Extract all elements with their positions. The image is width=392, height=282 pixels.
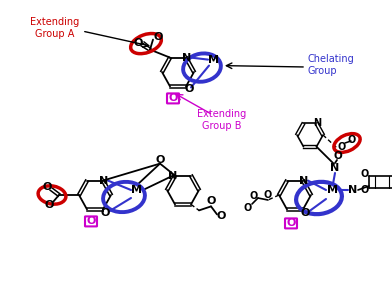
Text: O: O bbox=[334, 151, 342, 161]
Text: O: O bbox=[133, 38, 143, 48]
Text: M: M bbox=[209, 55, 220, 65]
Text: O: O bbox=[100, 208, 110, 218]
Text: O: O bbox=[348, 135, 356, 145]
Text: O: O bbox=[42, 182, 52, 192]
Text: O: O bbox=[361, 185, 369, 195]
Text: O: O bbox=[361, 169, 369, 179]
Text: N: N bbox=[348, 185, 358, 195]
Text: O: O bbox=[286, 218, 296, 228]
Text: O: O bbox=[216, 212, 226, 221]
Text: O: O bbox=[338, 142, 346, 152]
Text: O: O bbox=[153, 32, 163, 42]
Text: O: O bbox=[206, 196, 216, 206]
Text: Chelating
Group: Chelating Group bbox=[308, 54, 355, 76]
Text: N: N bbox=[182, 53, 192, 63]
Text: N: N bbox=[314, 118, 321, 128]
Text: O: O bbox=[264, 190, 272, 200]
Text: O: O bbox=[250, 191, 258, 201]
Text: M: M bbox=[131, 185, 143, 195]
Text: O: O bbox=[86, 216, 96, 226]
Text: O: O bbox=[184, 84, 194, 94]
Text: M: M bbox=[327, 185, 339, 195]
Text: O: O bbox=[244, 203, 252, 213]
Text: O: O bbox=[168, 93, 178, 103]
Text: N: N bbox=[100, 176, 109, 186]
Text: O: O bbox=[300, 208, 310, 218]
Text: N: N bbox=[330, 163, 339, 173]
Text: Extending
Group A: Extending Group A bbox=[30, 17, 80, 39]
Text: N: N bbox=[299, 176, 309, 186]
Text: O: O bbox=[44, 200, 54, 210]
Text: O: O bbox=[155, 155, 165, 165]
Text: N: N bbox=[169, 171, 178, 180]
Text: Extending
Group B: Extending Group B bbox=[198, 109, 247, 131]
